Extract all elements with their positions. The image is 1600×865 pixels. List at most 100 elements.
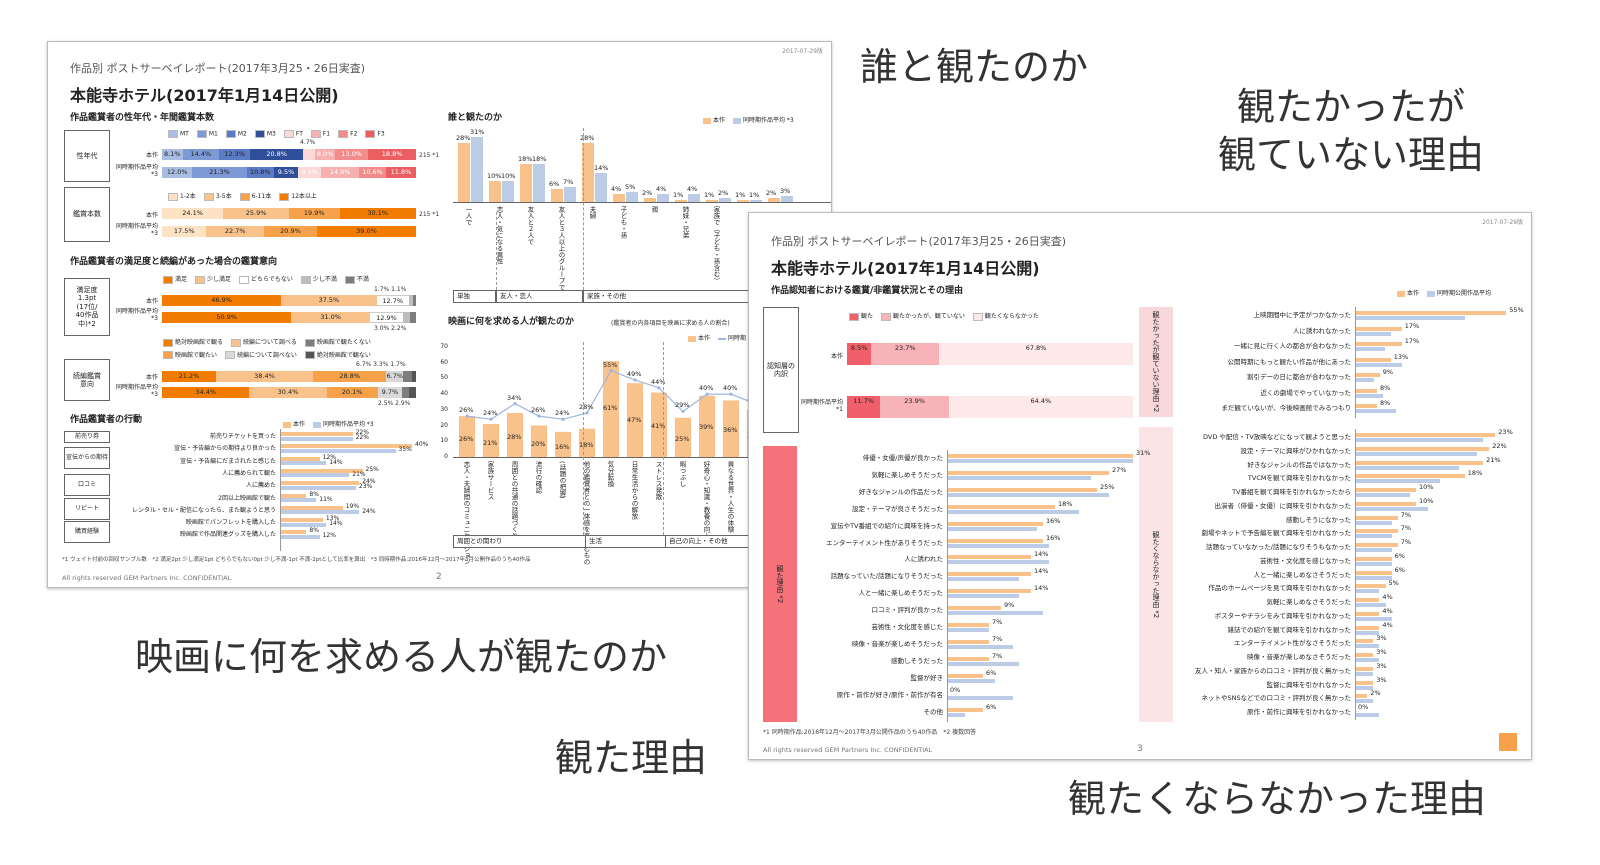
reasons-axis <box>947 450 948 723</box>
legend-swatch <box>195 275 206 284</box>
reasons-bar-this <box>947 673 983 678</box>
with-whom-bar-this <box>768 197 780 202</box>
bar-segment: 12.0% <box>162 167 193 178</box>
legend-label: F1 <box>322 130 331 138</box>
legend-swatch <box>239 275 250 284</box>
wanted-not-label: 観たかったが観ていない理由 *2 <box>1152 311 1160 413</box>
wanted-bar-this <box>1355 311 1507 315</box>
legend-swatch <box>338 130 349 138</box>
bar-segment: 18.8% <box>368 149 416 160</box>
reasons-bar-avg <box>947 611 1043 616</box>
not-want-value: 18% <box>1467 469 1483 478</box>
reasons-value: 0% <box>950 685 961 694</box>
seek-group: 生活 <box>585 535 666 548</box>
with-whom-bar-avg <box>719 197 731 202</box>
seek-bar-this <box>699 395 715 457</box>
legend-swatch <box>168 192 178 201</box>
legend-item: 映画館で観たくない <box>304 337 371 347</box>
sequel-box: 続編鑑賞 意向 <box>64 359 110 401</box>
seek-note: (鑑賞者の内各項目を映画に求める人の割合) <box>611 320 730 327</box>
hbar-label: 好きなジャンルの作品ではなかった <box>1247 460 1351 469</box>
action-value-avg: 11% <box>319 495 333 503</box>
with-whom-value-this: 1% <box>704 190 715 199</box>
legend-label: MT <box>180 130 189 138</box>
not-want-bar-avg <box>1355 465 1459 470</box>
awareness-bar-this: 8.5% 23.7% 67.8% <box>847 343 1133 365</box>
legend-label: 少し不満 <box>312 276 337 283</box>
action-label: 映画館で作品関連グッズを購入した <box>179 531 276 539</box>
seek-legend: 本作 同時期 <box>688 333 746 342</box>
bar-segment: 67.8% <box>939 343 1133 365</box>
not-want-value: 5% <box>1388 579 1399 588</box>
hbar-label: 話題なっていなかった/話題になりそうもなかった <box>1206 543 1351 551</box>
seq-this-v6: 1.7% <box>390 361 406 368</box>
seek-axis-tick: 10 <box>440 437 448 445</box>
reasons-bar-avg <box>947 577 1019 582</box>
action-value-avg: 21% <box>352 470 366 478</box>
action-value-avg: 24% <box>362 507 376 515</box>
bar-segment: 23.9% <box>880 396 949 418</box>
legend-label: M1 <box>208 130 218 138</box>
reasons-bar-avg <box>947 560 1049 565</box>
bar-segment: 64.4% <box>948 396 1133 418</box>
not-want-bar-avg <box>1355 534 1392 539</box>
reasons-value: 14% <box>1034 567 1049 576</box>
legend-item: 満足 <box>163 274 187 284</box>
legend-label: 12本以上 <box>291 193 317 200</box>
legend-label: 観た <box>861 313 874 320</box>
seek-value-avg: 34% <box>507 393 522 402</box>
not-want-value: 3% <box>1376 661 1387 670</box>
legend-item: 観たかったが、観ていない <box>881 311 965 321</box>
legend-label: M2 <box>237 130 247 138</box>
wanted-bar-avg <box>1355 362 1402 367</box>
not-want-bar-avg <box>1355 644 1380 649</box>
not-want-value: 3% <box>1376 634 1387 643</box>
slide-report-page-2: 2017-07-29版 作品別 ポストサーベイレポート(2017年3月25・26… <box>47 41 832 588</box>
legend-swatch <box>203 192 214 201</box>
footnote: *1 ウェイト付前の回収サンプル数 *2 満足2pt 少し満足1pt どちらでも… <box>62 557 531 563</box>
awareness-legend: 観た 観たかったが、観ていない 観たくならなかった <box>849 311 1089 321</box>
reasons-value: 7% <box>992 634 1003 643</box>
seek-value-avg: 55% <box>603 360 618 369</box>
slide-date: 2017-07-29版 <box>782 48 823 55</box>
hbar-label: 話題なっていた/話題になりそうだった <box>830 572 943 581</box>
legend-label: 絶対映画館で観る <box>175 339 224 346</box>
row-label-avg: 同時期作品平均 *3 <box>115 384 158 398</box>
seek-value-avg: 24% <box>483 409 498 418</box>
bar-segment: 25.9% <box>223 208 289 219</box>
legend-label: 少し満足 <box>207 276 232 283</box>
hbar-label: 原作・前作に興味を引かれなかった <box>1247 708 1351 716</box>
wanted-value: 17% <box>1404 337 1420 345</box>
legend-label: M3 <box>266 130 276 138</box>
legend-swatch <box>304 351 315 359</box>
legend-label: 3-5本 <box>215 193 232 200</box>
with-whom-bar-this <box>737 199 749 202</box>
hbar-label: 人と一緒に楽しめなさそうだった <box>1253 570 1352 579</box>
hbar-label: 出演者（俳優・女優）に興味を引かれなかった <box>1214 501 1352 510</box>
bar-segment: 24.1% <box>162 208 224 219</box>
reasons-bar-avg <box>947 712 965 717</box>
legend-swatch <box>163 338 173 347</box>
legend-label: 満足 <box>175 276 188 283</box>
action-label: 映画館でパンフレットを購入した <box>185 519 276 527</box>
action-value-this: 19% <box>345 502 360 510</box>
footnote: *1 同時期作品:2016年12月～2017年3月公開作品のうち40作品 *2 … <box>763 729 977 736</box>
action-bar-this <box>280 432 353 436</box>
wanted-value: 8% <box>1380 399 1391 407</box>
seek-axis-tick: 20 <box>440 421 448 429</box>
legend-label: 6-11本 <box>251 193 272 200</box>
section-actions-title: 作品鑑賞者の行動 <box>70 415 143 425</box>
seq-this-v5: 3.3% <box>373 361 389 368</box>
with-whom-label: 友人と３人以上のグループで <box>557 206 565 291</box>
not-want-bar-this <box>1355 488 1416 492</box>
not-want-bar-avg <box>1355 561 1392 566</box>
section-seek-title: 映画に何を求める人が観たのか <box>448 317 575 327</box>
seek-value-this: 47% <box>627 416 642 425</box>
wanted-value: 55% <box>1509 306 1524 314</box>
hbar-label: 芸術性・文化度を感じた <box>871 623 944 631</box>
section-satisfaction-title: 作品鑑賞者の満足度と続編があった場合の鑑賞意向 <box>70 257 278 267</box>
legend-swatch <box>163 275 173 284</box>
legend-avg-label: 同時期公開作品平均 <box>1437 290 1492 297</box>
bar-segment: 50.9% <box>162 312 292 323</box>
with-whom-label: 子ども・孫 <box>619 206 627 239</box>
